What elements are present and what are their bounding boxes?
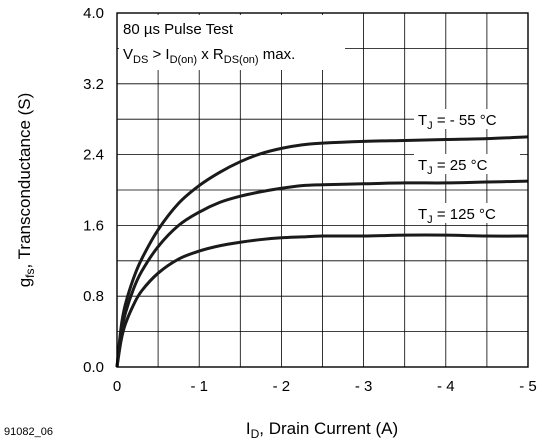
x-axis-title: ID, Drain Current (A) xyxy=(246,419,398,441)
y-tick-label: 0.8 xyxy=(83,288,104,305)
y-tick-label: 0.0 xyxy=(83,359,104,376)
test-condition-line1: 80 µs Pulse Test xyxy=(123,21,234,38)
y-tick-label: 2.4 xyxy=(83,147,104,164)
x-tick-label: - 5 xyxy=(519,378,537,395)
y-tick-label: 4.0 xyxy=(83,5,104,22)
figure-id: 91082_06 xyxy=(4,426,53,438)
x-tick-label: - 3 xyxy=(355,378,373,395)
x-tick-label: - 1 xyxy=(190,378,208,395)
x-tick-label: - 4 xyxy=(437,378,455,395)
x-tick-label: - 2 xyxy=(273,378,291,395)
y-tick-label: 3.2 xyxy=(83,76,104,93)
x-tick-label: 0 xyxy=(113,378,121,395)
y-axis-title: gfs, Transconductance (S) xyxy=(15,93,37,288)
y-tick-label: 1.6 xyxy=(83,217,104,234)
